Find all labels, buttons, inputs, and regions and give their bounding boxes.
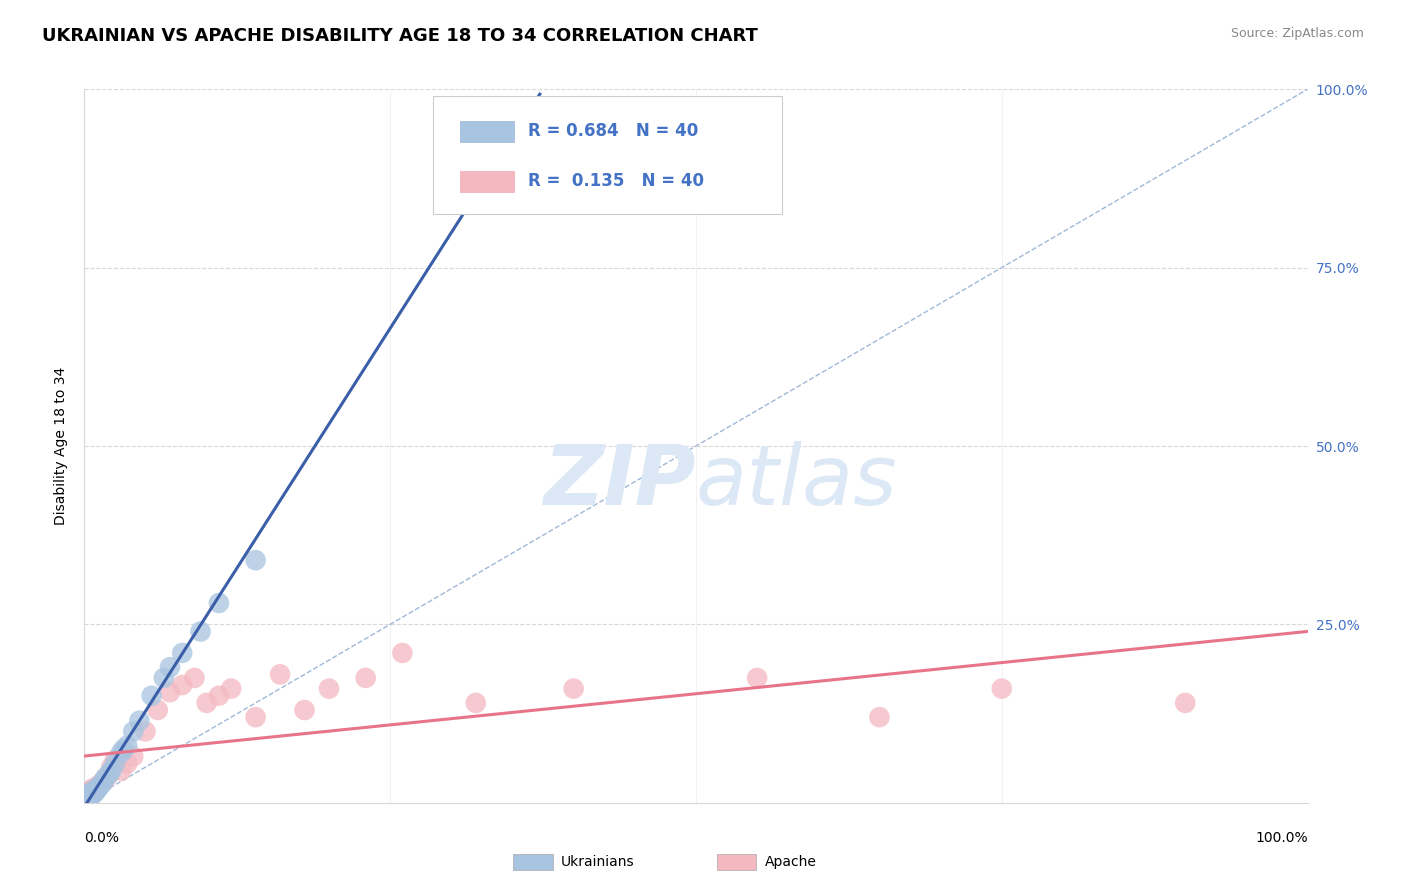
Point <box>115 739 138 753</box>
Point <box>104 753 127 767</box>
Point <box>135 724 157 739</box>
Point <box>172 646 194 660</box>
Point <box>91 776 114 790</box>
Point <box>269 667 291 681</box>
Point <box>82 787 104 801</box>
Point <box>391 646 413 660</box>
Point <box>77 791 100 805</box>
Point <box>80 789 103 803</box>
Point <box>79 783 101 797</box>
Point <box>75 790 97 805</box>
Point <box>100 760 122 774</box>
Point <box>79 787 101 801</box>
FancyBboxPatch shape <box>433 96 782 214</box>
Bar <box>460 121 515 143</box>
Point <box>991 681 1014 696</box>
Point <box>77 789 100 803</box>
Point <box>112 742 135 756</box>
Point <box>83 783 105 797</box>
Point <box>77 789 100 803</box>
Point <box>84 785 107 799</box>
Text: ZIP: ZIP <box>543 442 696 522</box>
Point <box>94 771 117 785</box>
Point <box>76 789 98 803</box>
Point <box>183 671 205 685</box>
Point <box>219 681 242 696</box>
Point <box>110 764 132 778</box>
Point <box>869 710 891 724</box>
Text: R =  0.135   N = 40: R = 0.135 N = 40 <box>529 171 704 189</box>
Text: Apache: Apache <box>765 855 817 869</box>
Point <box>172 678 194 692</box>
Point <box>76 790 98 805</box>
Point <box>87 778 110 792</box>
Point <box>86 783 108 797</box>
Text: 0.0%: 0.0% <box>84 831 120 846</box>
Point <box>1174 696 1197 710</box>
Point <box>79 787 101 801</box>
Point <box>77 790 100 805</box>
Point <box>89 778 111 792</box>
Point <box>76 787 98 801</box>
Text: 100.0%: 100.0% <box>1256 831 1308 846</box>
Point <box>83 785 105 799</box>
Y-axis label: Disability Age 18 to 34: Disability Age 18 to 34 <box>55 367 69 525</box>
Bar <box>460 171 515 193</box>
Text: atlas: atlas <box>696 442 897 522</box>
Point <box>318 681 340 696</box>
Text: Source: ZipAtlas.com: Source: ZipAtlas.com <box>1230 27 1364 40</box>
Point <box>128 714 150 728</box>
Point <box>77 787 100 801</box>
Point <box>86 781 108 796</box>
Point <box>245 553 267 567</box>
Point <box>110 746 132 760</box>
Point <box>354 671 377 685</box>
Point <box>562 681 585 696</box>
Point <box>245 710 267 724</box>
Point <box>122 724 145 739</box>
Point <box>75 792 97 806</box>
Point <box>100 764 122 778</box>
Point <box>104 756 127 771</box>
Point <box>77 785 100 799</box>
Point <box>208 689 231 703</box>
Point <box>464 696 486 710</box>
Point <box>82 781 104 796</box>
Point <box>159 660 181 674</box>
Text: UKRAINIAN VS APACHE DISABILITY AGE 18 TO 34 CORRELATION CHART: UKRAINIAN VS APACHE DISABILITY AGE 18 TO… <box>42 27 758 45</box>
Point <box>294 703 316 717</box>
Point <box>115 756 138 771</box>
Point <box>83 785 105 799</box>
Point <box>84 783 107 797</box>
Point <box>747 671 769 685</box>
Point <box>91 774 114 789</box>
Point <box>87 780 110 794</box>
Point <box>77 790 100 805</box>
Point <box>122 749 145 764</box>
Point <box>208 596 231 610</box>
Point <box>76 792 98 806</box>
Text: R = 0.684   N = 40: R = 0.684 N = 40 <box>529 121 699 139</box>
Point <box>96 771 118 785</box>
Point <box>80 785 103 799</box>
Text: Ukrainians: Ukrainians <box>561 855 634 869</box>
Point <box>79 789 101 803</box>
Point <box>502 118 524 132</box>
Point <box>87 781 110 796</box>
Point <box>159 685 181 699</box>
Point <box>80 785 103 799</box>
Point <box>195 696 218 710</box>
Point <box>153 671 176 685</box>
Point <box>146 703 169 717</box>
Point <box>97 767 120 781</box>
Point <box>97 767 120 781</box>
Point <box>141 689 163 703</box>
Point <box>75 789 97 803</box>
Point <box>190 624 212 639</box>
